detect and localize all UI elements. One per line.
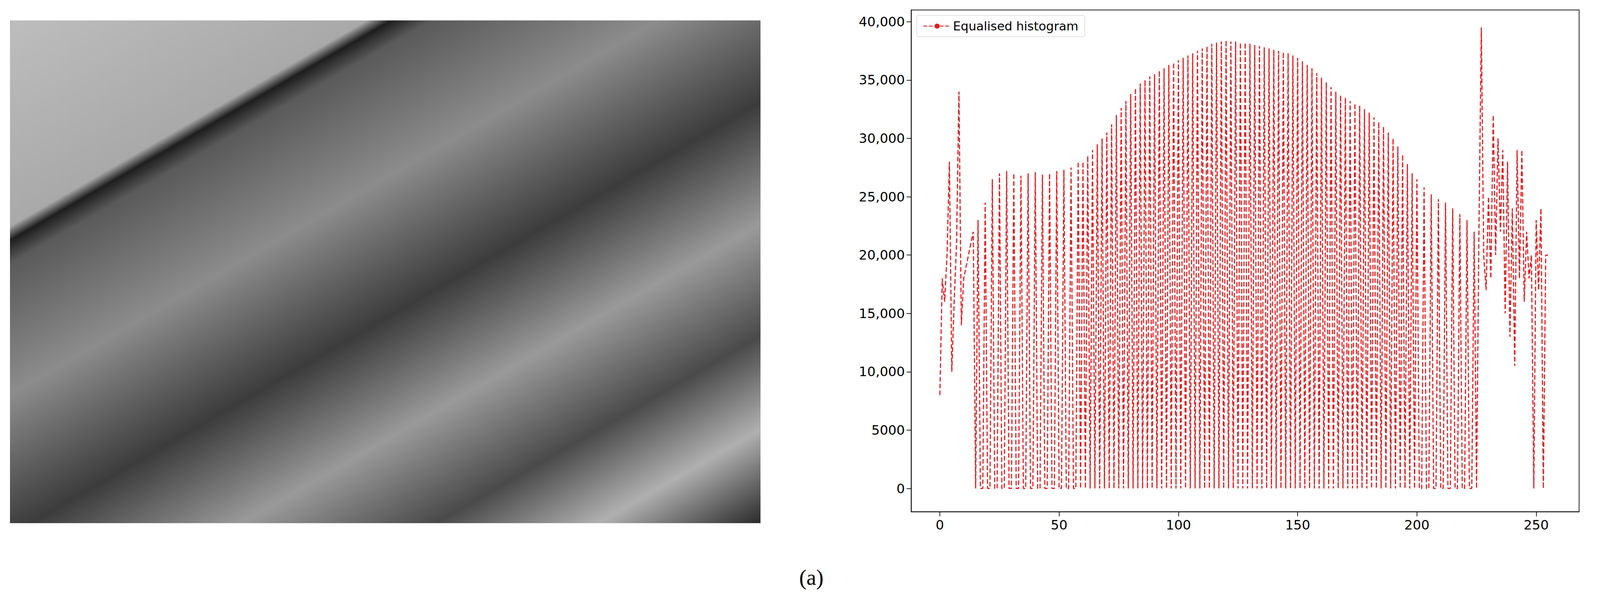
svg-text:10,000: 10,000 [859,364,905,380]
svg-text:200: 200 [1404,517,1430,534]
svg-text:0: 0 [935,517,944,534]
svg-text:5000: 5000 [871,422,905,439]
svg-text:150: 150 [1284,517,1310,534]
svg-text:35,000: 35,000 [859,72,905,88]
svg-text:100: 100 [1165,517,1191,534]
svg-text:25,000: 25,000 [859,189,905,205]
svg-text:15,000: 15,000 [859,306,905,322]
svg-text:40,000: 40,000 [859,14,905,30]
svg-text:20,000: 20,000 [859,247,905,263]
svg-text:Equalised histogram: Equalised histogram [953,19,1079,34]
svg-text:30,000: 30,000 [859,130,905,147]
html-text:(a): (a) [799,565,824,590]
svg-text:250: 250 [1523,517,1549,534]
svg-text:50: 50 [1050,517,1068,534]
svg-text:0: 0 [896,481,905,497]
